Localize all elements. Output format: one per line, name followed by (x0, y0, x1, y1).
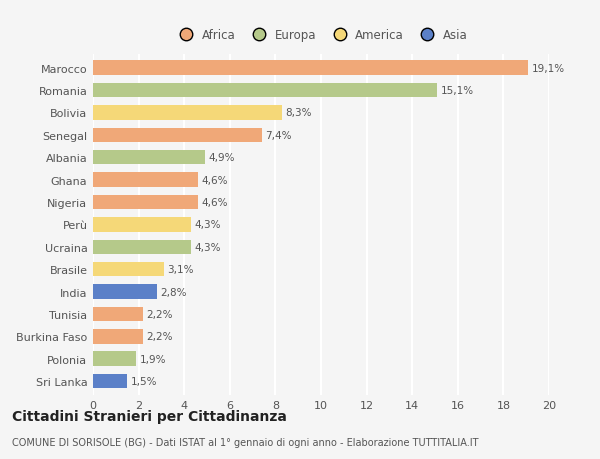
Text: 1,9%: 1,9% (140, 354, 166, 364)
Bar (93, 240, 191, 255)
Text: 2,8%: 2,8% (160, 287, 187, 297)
Text: COMUNE DI SORISOLE (BG) - Dati ISTAT al 1° gennaio di ogni anno - Elaborazione T: COMUNE DI SORISOLE (BG) - Dati ISTAT al … (12, 437, 479, 447)
Bar (93, 263, 164, 277)
Bar (93, 307, 143, 322)
Bar (93, 352, 136, 366)
Bar (93, 218, 191, 232)
Bar (93, 84, 437, 98)
Text: 4,9%: 4,9% (208, 153, 235, 163)
Text: 15,1%: 15,1% (440, 86, 474, 96)
Legend: Africa, Europa, America, Asia: Africa, Europa, America, Asia (175, 29, 467, 42)
Bar (93, 106, 282, 120)
Text: 19,1%: 19,1% (532, 63, 565, 73)
Bar (93, 151, 205, 165)
Text: 2,2%: 2,2% (146, 332, 173, 341)
Bar (93, 285, 157, 299)
Bar (93, 61, 529, 76)
Text: 3,1%: 3,1% (167, 264, 194, 274)
Text: 4,3%: 4,3% (194, 242, 221, 252)
Text: 4,3%: 4,3% (194, 220, 221, 230)
Text: 1,5%: 1,5% (131, 376, 157, 386)
Bar (93, 330, 143, 344)
Bar (93, 374, 127, 389)
Bar (93, 173, 198, 187)
Text: 2,2%: 2,2% (146, 309, 173, 319)
Text: 4,6%: 4,6% (202, 197, 228, 207)
Bar (93, 195, 198, 210)
Text: Cittadini Stranieri per Cittadinanza: Cittadini Stranieri per Cittadinanza (12, 409, 287, 423)
Text: 7,4%: 7,4% (265, 130, 292, 140)
Text: 4,6%: 4,6% (202, 175, 228, 185)
Text: 8,3%: 8,3% (286, 108, 312, 118)
Bar (93, 128, 262, 143)
